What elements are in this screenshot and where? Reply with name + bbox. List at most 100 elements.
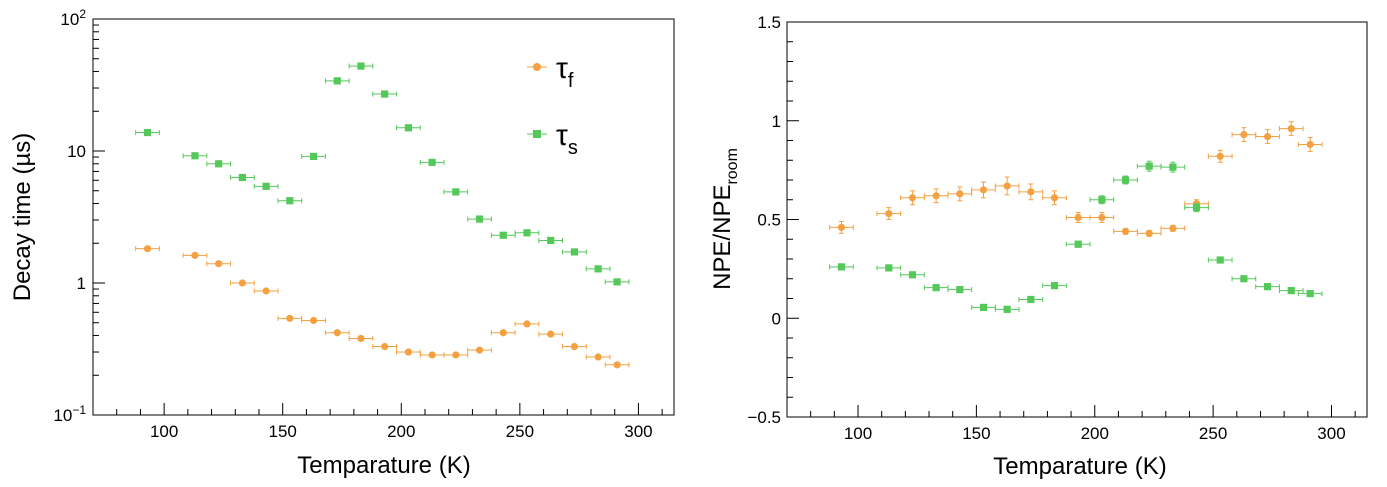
data-point-orange [1003,182,1011,190]
data-point-orange [956,190,964,198]
data-point-tau_f [428,351,436,359]
data-point-tau_s [191,152,199,160]
data-point-tau_f [452,351,460,359]
data-point-tau_f [613,361,621,369]
data-point-green [932,284,940,292]
data-point-tau_f [333,329,341,337]
data-point-tau_f [262,287,270,295]
y-tick-label: 1 [772,112,781,131]
legend-marker-circle [533,63,541,71]
x-tick-label: 250 [1199,424,1227,443]
plot-frame [92,18,675,416]
data-point-tau_s [499,231,507,239]
data-point-green [1050,282,1059,290]
data-point-green [1145,162,1153,170]
x-tick-label: 250 [506,422,534,441]
data-point-green [1003,305,1011,313]
data-point-orange [1287,125,1295,133]
data-point-green [979,303,988,311]
legend-label: τf [556,52,574,92]
data-point-tau_f [191,251,199,259]
data-point-orange [1169,224,1177,232]
legend-label: τs [556,119,578,159]
data-point-tau_s [238,173,246,182]
data-point-green [1121,176,1130,184]
data-point-tau_f [404,348,412,356]
data-point-orange [837,223,846,231]
data-point-tau_s [570,248,578,256]
data-point-tau_f [547,330,555,338]
x-tick-label: 200 [1081,424,1109,443]
data-point-orange [1074,213,1082,222]
y-tick-label: 102 [60,7,86,29]
data-point-orange [885,209,893,218]
data-point-green [1216,256,1224,264]
y-axis-title: NPE/NPEroom [709,148,741,290]
data-point-tau_f [570,342,579,351]
data-point-green [908,271,917,279]
legend-marker-square [533,130,541,138]
y-tick-label: −0.5 [747,408,781,427]
data-point-tau_f [309,316,318,325]
data-point-green [1263,283,1272,291]
y-axis-title: Decay time (µs) [9,133,36,302]
data-point-tau_s [215,160,223,168]
data-point-tau_f [523,320,531,328]
data-point-tau_s [613,278,621,286]
data-point-orange [1263,132,1272,141]
data-point-tau_f [143,245,152,253]
data-point-tau_f [499,329,507,337]
axis-ticks [787,21,1356,418]
data-points [829,121,1323,313]
data-point-green [885,264,893,272]
data-point-tau_s [357,62,365,70]
legend: τf τs [527,52,578,159]
data-point-green [837,263,846,271]
y-tick-label: 0.5 [757,211,781,230]
y-tick-label: 0 [772,309,781,328]
data-points [135,62,630,369]
data-point-orange [1306,140,1314,149]
legend-entry-tau-s: τs [527,119,578,159]
x-axis-title: Temparature (K) [993,453,1166,480]
data-point-green [1192,204,1201,212]
data-point-green [1306,289,1314,298]
data-point-orange [1050,194,1059,202]
x-tick-label: 300 [1317,424,1345,443]
data-point-orange [1098,213,1106,222]
data-point-green [1098,196,1106,204]
x-tick-label: 300 [624,422,652,441]
data-point-tau_s [262,182,270,190]
y-tick-label: 1.5 [757,13,781,32]
data-point-tau_s [428,158,436,166]
data-point-orange [932,192,940,200]
data-point-tau_s [404,124,412,132]
data-point-tau_s [143,128,152,137]
data-point-green [1027,295,1035,304]
legend-entry-tau-f: τf [527,52,574,92]
data-point-orange [1240,130,1248,139]
x-tick-label: 100 [150,422,178,441]
data-point-orange [1145,229,1153,237]
data-point-tau_f [286,314,294,322]
x-tick-label: 150 [962,424,990,443]
data-point-green [1240,275,1248,283]
data-point-tau_f [238,279,246,287]
data-point-green [1074,240,1082,248]
data-point-tau_f [475,346,484,354]
y-tick-label: 1 [77,274,86,293]
x-tick-label: 100 [844,424,872,443]
data-point-orange [908,194,917,202]
data-point-green [1287,287,1295,295]
data-point-tau_f [215,260,223,268]
data-point-tau_s [333,77,341,85]
data-point-tau_s [452,188,460,196]
data-point-tau_f [594,353,602,361]
data-point-tau_s [594,265,602,273]
decay-time-panel: Decay time (µs) Temparature (K) 10−1 1 1… [9,7,675,479]
y-tick-label: 10 [67,142,86,161]
data-point-orange [1027,188,1035,196]
y-tick-label: 10−1 [53,403,86,425]
data-point-tau_s [523,229,531,237]
